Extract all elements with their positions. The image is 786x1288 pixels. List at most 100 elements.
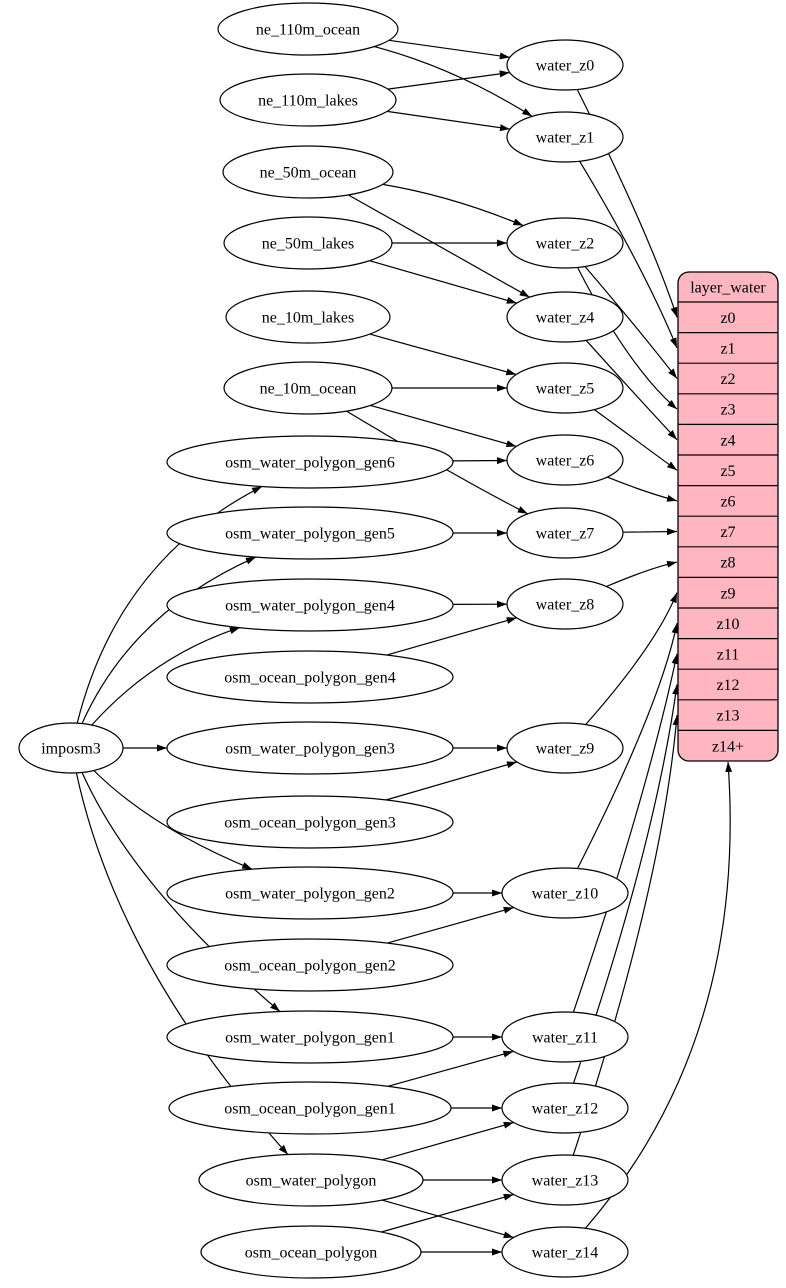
record-row-z5: z5 (720, 463, 735, 480)
edge-ne_110m_lakes-to-water_z0 (388, 73, 510, 90)
node-label-osm_ocean_polygon_gen1: osm_ocean_polygon_gen1 (224, 1101, 396, 1118)
edge-ne_10m_lakes-to-water_z5 (370, 334, 516, 374)
edge-water_z7-to-layer_water-z7 (623, 532, 677, 533)
node-water_z10: water_z10 (502, 868, 628, 918)
node-label-ne_10m_lakes: ne_10m_lakes (262, 310, 354, 327)
node-label-osm_ocean_polygon: osm_ocean_polygon (245, 1245, 377, 1262)
edge-ne_110m_ocean-to-water_z0 (389, 40, 510, 57)
edge-ne_110m_lakes-to-water_z1 (387, 111, 510, 129)
node-water_z9: water_z9 (507, 723, 623, 773)
record-row-z4: z4 (720, 432, 735, 449)
node-label-osm_ocean_polygon_gen4: osm_ocean_polygon_gen4 (224, 670, 396, 687)
node-water_z4: water_z4 (507, 292, 623, 342)
node-label-osm_water_polygon_gen5: osm_water_polygon_gen5 (225, 526, 395, 543)
edge-osm_ocean_polygon-to-water_z13 (381, 1195, 513, 1233)
edge-ne_50m_lakes-to-water_z4 (370, 261, 517, 303)
node-osm_water_polygon: osm_water_polygon (199, 1154, 423, 1206)
node-label-water_z4: water_z4 (536, 310, 595, 327)
record-row-z14+: z14+ (712, 738, 744, 755)
record-row-z12: z12 (716, 677, 739, 694)
node-osm_ocean_polygon_gen3: osm_ocean_polygon_gen3 (167, 796, 453, 848)
node-water_z2: water_z2 (507, 218, 623, 268)
node-water_z12: water_z12 (502, 1083, 628, 1133)
node-label-osm_water_polygon_gen4: osm_water_polygon_gen4 (225, 598, 395, 615)
node-osm_water_polygon_gen3: osm_water_polygon_gen3 (167, 722, 453, 774)
node-osm_ocean_polygon: osm_ocean_polygon (201, 1226, 421, 1278)
node-ne_10m_lakes: ne_10m_lakes (226, 291, 390, 343)
edge-water_z8-to-layer_water-z8 (606, 562, 677, 586)
node-label-osm_ocean_polygon_gen3: osm_ocean_polygon_gen3 (224, 815, 396, 832)
node-label-osm_water_polygon_gen2: osm_water_polygon_gen2 (225, 886, 395, 903)
node-label-water_z5: water_z5 (536, 381, 595, 398)
record-row-z11: z11 (717, 647, 740, 664)
record-title: layer_water (690, 280, 766, 297)
node-osm_water_polygon_gen4: osm_water_polygon_gen4 (167, 579, 453, 631)
record-row-z3: z3 (720, 402, 735, 419)
node-label-water_z0: water_z0 (536, 58, 595, 75)
node-label-imposm3: imposm3 (41, 741, 101, 758)
record-row-z2: z2 (720, 371, 735, 388)
node-label-osm_water_polygon_gen3: osm_water_polygon_gen3 (225, 741, 395, 758)
node-label-ne_110m_lakes: ne_110m_lakes (258, 93, 358, 110)
node-label-osm_water_polygon: osm_water_polygon (246, 1173, 377, 1190)
node-osm_water_polygon_gen6: osm_water_polygon_gen6 (167, 436, 453, 488)
edge-ne_50m_ocean-to-water_z2 (383, 184, 524, 225)
node-osm_water_polygon_gen5: osm_water_polygon_gen5 (167, 507, 453, 559)
node-label-water_z1: water_z1 (536, 130, 595, 147)
edge-osm_water_polygon-to-water_z14 (382, 1200, 514, 1237)
node-label-ne_50m_lakes: ne_50m_lakes (262, 236, 354, 253)
node-label-water_z9: water_z9 (536, 741, 595, 758)
node-label-ne_10m_ocean: ne_10m_ocean (260, 381, 357, 398)
node-label-water_z13: water_z13 (532, 1173, 599, 1190)
node-osm_ocean_polygon_gen2: osm_ocean_polygon_gen2 (167, 939, 453, 991)
record-row-z10: z10 (716, 616, 739, 633)
node-label-water_z2: water_z2 (536, 236, 595, 253)
node-ne_50m_lakes: ne_50m_lakes (224, 217, 392, 269)
node-osm_ocean_polygon_gen1: osm_ocean_polygon_gen1 (169, 1082, 451, 1134)
node-ne_50m_ocean: ne_50m_ocean (223, 146, 393, 198)
node-water_z14: water_z14 (502, 1227, 628, 1277)
node-water_z6: water_z6 (507, 435, 623, 485)
node-label-osm_ocean_polygon_gen2: osm_ocean_polygon_gen2 (224, 958, 396, 975)
record-row-z13: z13 (716, 708, 739, 725)
node-osm_ocean_polygon_gen4: osm_ocean_polygon_gen4 (167, 651, 453, 703)
node-osm_water_polygon_gen1: osm_water_polygon_gen1 (167, 1011, 453, 1063)
node-ne_10m_ocean: ne_10m_ocean (224, 362, 392, 414)
node-label-water_z7: water_z7 (536, 526, 595, 543)
node-imposm3: imposm3 (19, 723, 123, 773)
edges-layer (76, 40, 730, 1252)
node-water_z0: water_z0 (507, 40, 623, 90)
edge-water_z14-to-layer_water-z14+ (585, 762, 730, 1228)
record-layer_water: layer_water z0 z1 z2 z3 z4 z5 z6 z7 z8 z9 z10 z11 z12… (678, 272, 778, 761)
node-label-ne_110m_ocean: ne_110m_ocean (256, 22, 360, 39)
node-water_z1: water_z1 (507, 112, 623, 162)
node-ne_110m_lakes: ne_110m_lakes (220, 74, 396, 126)
record-row-z8: z8 (720, 555, 735, 572)
node-label-water_z12: water_z12 (532, 1101, 599, 1118)
node-water_z11: water_z11 (502, 1012, 628, 1062)
node-water_z5: water_z5 (507, 363, 623, 413)
node-water_z7: water_z7 (507, 508, 623, 558)
edge-osm_ocean_polygon_gen2-to-water_z10 (387, 908, 513, 944)
record-row-z9: z9 (720, 585, 735, 602)
node-water_z13: water_z13 (502, 1155, 628, 1205)
node-label-water_z8: water_z8 (536, 597, 595, 614)
node-osm_water_polygon_gen2: osm_water_polygon_gen2 (167, 867, 453, 919)
record-row-z1: z1 (720, 341, 735, 358)
edge-water_z6-to-layer_water-z6 (607, 477, 677, 501)
node-label-water_z10: water_z10 (532, 886, 599, 903)
record-row-z7: z7 (720, 524, 735, 541)
edge-water_z11-to-layer_water-z11 (573, 654, 677, 1012)
node-label-water_z11: water_z11 (532, 1030, 598, 1047)
record-row-z6: z6 (720, 494, 735, 511)
node-label-ne_50m_ocean: ne_50m_ocean (260, 165, 357, 182)
node-label-water_z6: water_z6 (536, 453, 595, 470)
node-label-osm_water_polygon_gen1: osm_water_polygon_gen1 (225, 1030, 395, 1047)
node-ne_110m_ocean: ne_110m_ocean (218, 3, 398, 55)
node-water_z8: water_z8 (507, 579, 623, 629)
node-label-water_z14: water_z14 (532, 1245, 599, 1262)
record-row-z0: z0 (720, 310, 735, 327)
node-label-osm_water_polygon_gen6: osm_water_polygon_gen6 (225, 455, 395, 472)
